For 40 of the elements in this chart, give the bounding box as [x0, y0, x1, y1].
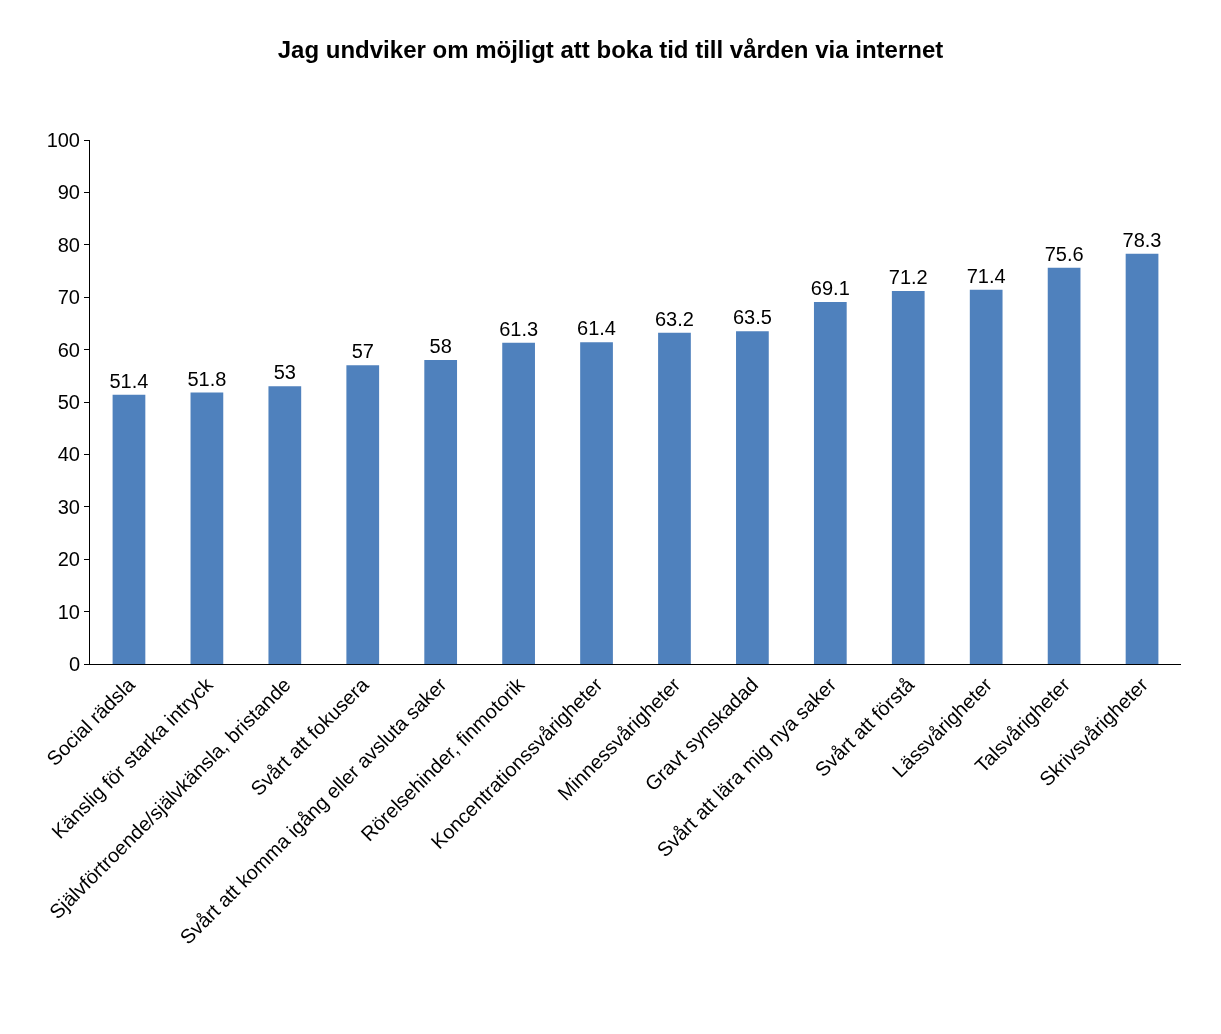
y-tick-label: 90	[57, 181, 80, 204]
y-tick-label: 10	[57, 600, 80, 623]
data-label: 71.4	[966, 264, 1006, 287]
data-label: 61.3	[499, 317, 539, 340]
y-tick-label: 50	[57, 391, 80, 413]
bar	[190, 392, 224, 664]
y-tick-label: 70	[57, 286, 80, 309]
bar	[813, 301, 847, 664]
y-tick-label: 100	[46, 129, 80, 151]
data-label: 69.1	[810, 276, 850, 299]
bar	[969, 289, 1003, 664]
data-label: 78.3	[1122, 228, 1162, 251]
bar	[112, 394, 146, 664]
chart-title: Jag undviker om möjligt att boka tid till vården via internet	[277, 36, 944, 64]
data-label: 75.6	[1044, 242, 1084, 265]
bar	[1047, 267, 1081, 664]
data-label: 58	[429, 335, 452, 358]
y-tick-label: 20	[57, 548, 80, 571]
bar	[580, 342, 613, 664]
bar	[1125, 253, 1159, 664]
data-label: 51.8	[187, 367, 227, 390]
y-tick-label: 0	[68, 653, 80, 675]
y-tick-label: 80	[57, 233, 80, 256]
y-tick-label: 30	[57, 495, 80, 518]
bar	[424, 360, 458, 664]
data-label: 53	[273, 361, 296, 384]
data-label: 63.2	[655, 307, 694, 330]
bar	[502, 342, 535, 664]
data-label: 71.2	[888, 265, 928, 288]
bar	[736, 331, 769, 664]
data-label: 61.4	[577, 317, 616, 340]
data-label: 63.5	[732, 306, 772, 329]
bar	[346, 365, 380, 664]
y-tick-label: 60	[57, 338, 80, 361]
bar	[268, 386, 302, 664]
data-label: 51.4	[109, 369, 149, 392]
bar	[658, 332, 691, 664]
y-tick-label: 40	[57, 443, 80, 466]
data-label: 57	[351, 340, 374, 363]
bar	[891, 290, 925, 664]
